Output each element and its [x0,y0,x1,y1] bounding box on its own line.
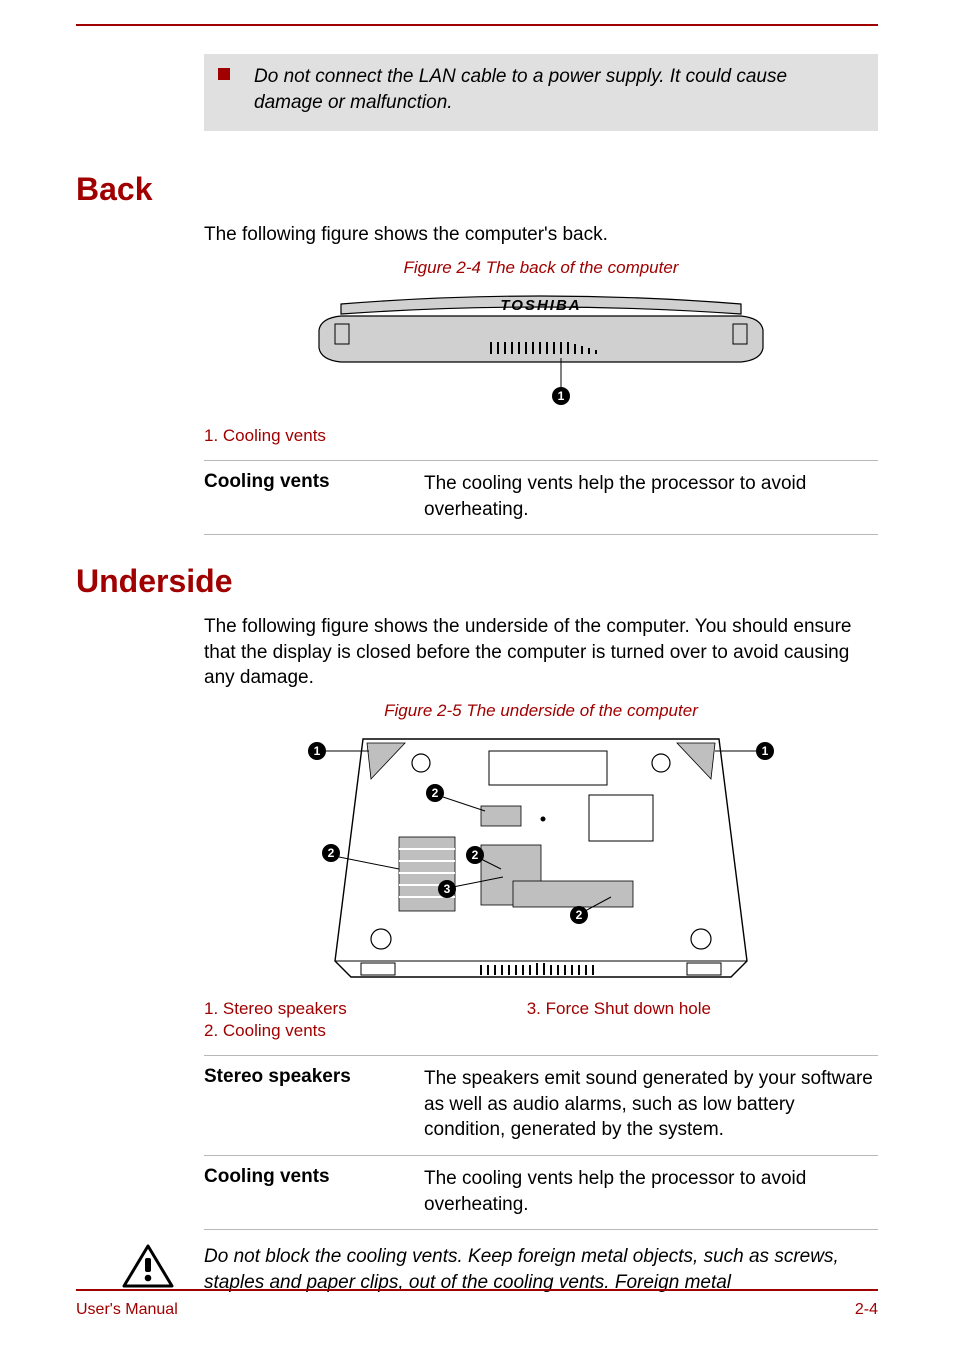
back-legend: 1. Cooling vents [204,426,878,446]
back-desc-table: Cooling vents The cooling vents help the… [204,460,878,535]
svg-text:2: 2 [432,786,439,800]
warning-icon [122,1244,174,1290]
note-box: Do not connect the LAN cable to a power … [204,54,878,131]
legend-item: 3. Force Shut down hole [527,999,711,1019]
desc-label: Cooling vents [204,1166,424,1217]
svg-text:2: 2 [576,908,583,922]
page-footer: User's Manual 2-4 [76,1289,878,1319]
svg-text:1: 1 [558,389,565,403]
footer-right: 2-4 [855,1301,878,1319]
svg-text:1: 1 [314,744,321,758]
svg-text:3: 3 [444,882,451,896]
warning-text: Do not block the cooling vents. Keep for… [204,1244,878,1295]
heading-underside: Underside [76,563,878,600]
legend-item: 2. Cooling vents [204,1021,347,1041]
underside-desc-table: Stereo speakers The speakers emit sound … [204,1055,878,1230]
desc-value: The cooling vents help the processor to … [424,1166,878,1217]
table-row: Cooling vents The cooling vents help the… [204,1155,878,1229]
desc-value: The cooling vents help the processor to … [424,471,878,522]
svg-text:2: 2 [472,848,479,862]
heading-back: Back [76,171,878,208]
back-diagram-icon: TOSHIBA [301,286,781,416]
top-rule [76,24,878,26]
underside-diagram-icon: 1 1 2 2 2 2 3 [271,729,811,989]
note-text: Do not connect the LAN cable to a power … [254,64,858,115]
svg-text:1: 1 [762,744,769,758]
underside-legend: 1. Stereo speakers 2. Cooling vents 3. F… [204,999,878,1041]
warning-block: Do not block the cooling vents. Keep for… [76,1244,878,1295]
desc-label: Stereo speakers [204,1066,424,1143]
desc-label: Cooling vents [204,471,424,522]
footer-left: User's Manual [76,1301,178,1319]
svg-text:2: 2 [328,846,335,860]
footer-rule [76,1289,878,1291]
legend-item: 1. Stereo speakers [204,999,347,1019]
table-row: Cooling vents The cooling vents help the… [204,461,878,534]
note-bullet-icon [218,68,230,80]
back-intro: The following figure shows the computer'… [204,222,878,248]
figure-back: TOSHIBA [204,286,878,416]
figure-caption-back: Figure 2-4 The back of the computer [204,258,878,278]
brand-text: TOSHIBA [500,297,581,314]
underside-intro: The following figure shows the underside… [204,614,878,691]
desc-value: The speakers emit sound generated by you… [424,1066,878,1143]
figure-underside: 1 1 2 2 2 2 3 [204,729,878,989]
figure-caption-underside: Figure 2-5 The underside of the computer [204,701,878,721]
back-legend-item: 1. Cooling vents [204,426,326,446]
table-row: Stereo speakers The speakers emit sound … [204,1056,878,1155]
